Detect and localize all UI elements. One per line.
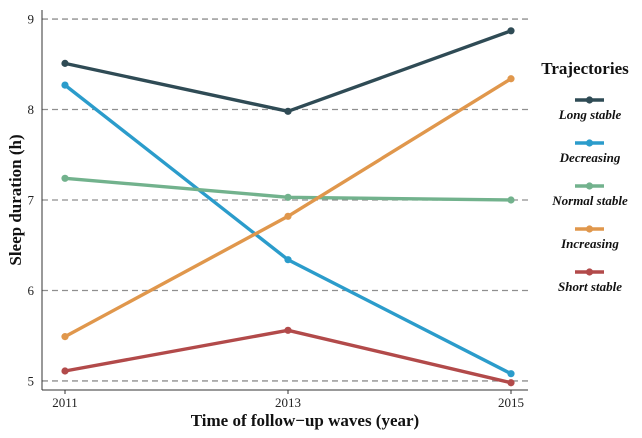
data-point	[507, 196, 515, 204]
series-lines	[61, 27, 515, 387]
legend-key-point	[585, 225, 594, 233]
legend-label: Normal stable	[551, 193, 628, 208]
data-point	[61, 367, 69, 375]
y-tick-label: 5	[28, 373, 35, 388]
data-point	[61, 174, 69, 182]
legend-label: Short stable	[558, 279, 622, 294]
y-tick-label: 8	[28, 102, 35, 117]
x-tick-label: 2015	[498, 395, 524, 410]
data-point	[61, 59, 69, 67]
series-increasing	[61, 75, 515, 341]
y-tick-label: 7	[28, 193, 35, 208]
legend-item: Normal stable	[551, 182, 628, 208]
legend-key-point	[585, 268, 594, 276]
y-tick-label: 9	[28, 12, 35, 27]
legend-label: Long stable	[558, 107, 622, 122]
data-point	[284, 256, 292, 264]
legend-key-point	[585, 182, 594, 190]
data-point	[284, 326, 292, 334]
legend-item: Short stable	[558, 268, 622, 294]
axes	[41, 10, 528, 391]
legend-label: Decreasing	[559, 150, 621, 165]
legend-key-point	[585, 96, 594, 104]
legend-item: Increasing	[560, 225, 619, 251]
data-point	[284, 107, 292, 115]
data-point	[61, 81, 69, 89]
legend-key-point	[585, 139, 594, 147]
x-tick-labels: 2011 2013 2015	[52, 390, 524, 410]
data-point	[507, 27, 515, 35]
legend: Trajectories Long stable Decreasing Normal…	[541, 59, 629, 294]
x-tick-label: 2013	[275, 395, 301, 410]
data-point	[507, 379, 515, 387]
data-point	[284, 193, 292, 201]
legend-label: Increasing	[560, 236, 619, 251]
legend-items: Long stable Decreasing Normal stable Increa…	[551, 96, 628, 294]
data-point	[507, 370, 515, 378]
series-line	[63, 29, 513, 114]
series-long-stable	[61, 27, 515, 115]
series-decreasing	[61, 81, 515, 378]
x-axis-title: Time of follow−up waves (year)	[191, 411, 419, 430]
series-short-stable	[61, 326, 515, 387]
data-point	[61, 333, 69, 341]
y-tick-label: 6	[28, 283, 35, 298]
data-point	[507, 75, 515, 83]
x-tick-label: 2011	[52, 395, 78, 410]
legend-item: Decreasing	[559, 139, 621, 165]
legend-item: Long stable	[558, 96, 622, 122]
y-axis-title: Sleep duration (h)	[6, 134, 25, 265]
series-line	[63, 77, 513, 339]
legend-title: Trajectories	[541, 59, 629, 78]
gridlines	[42, 18, 528, 382]
data-point	[284, 212, 292, 220]
series-normal-stable	[61, 174, 515, 204]
y-tick-labels: 5 6 7 8 9	[28, 12, 35, 389]
